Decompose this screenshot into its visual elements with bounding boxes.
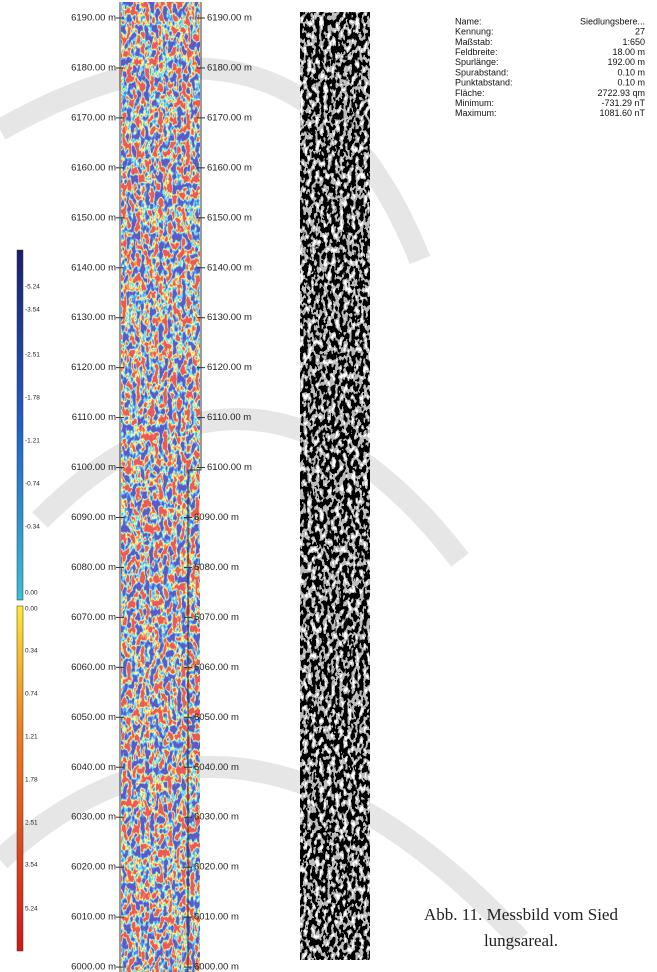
info-label: Fläche:	[455, 88, 485, 98]
scale-label: 0.00	[25, 606, 38, 613]
axis-label: 6080.00 m	[71, 562, 116, 573]
info-label: Spurabstand:	[455, 67, 509, 77]
axis-label: 6090.00 m	[194, 512, 239, 523]
axis-label: 6150.00 m	[71, 212, 116, 223]
axis-label: 6040.00 m	[71, 762, 116, 773]
info-value: 2722.93 qm	[597, 88, 645, 98]
info-value: 27	[635, 27, 645, 37]
axis-label: 6050.00 m	[71, 712, 116, 723]
info-label: Maximum:	[455, 108, 497, 118]
watermark	[0, 57, 529, 948]
info-label: Kennung:	[455, 27, 494, 37]
scale-label: -1.78	[25, 395, 40, 402]
axis-line	[187, 2, 202, 972]
axis-label: 6000.00 m	[71, 962, 116, 972]
info-value: 0.10 m	[617, 67, 645, 77]
axis-label: 6030.00 m	[71, 812, 116, 823]
caption: Abb. 11. Messbild vom Sied	[424, 905, 618, 924]
scale-label: -2.51	[25, 352, 40, 359]
axis-label: 6130.00 m	[207, 312, 252, 323]
axis-label: 6100.00 m	[207, 462, 252, 473]
info-value: 192.00 m	[607, 57, 645, 67]
scale-label: 5.24	[25, 906, 38, 913]
axis-label: 6120.00 m	[207, 362, 252, 373]
magnetogram	[121, 2, 200, 972]
info-value: 18.00 m	[612, 47, 645, 57]
axis-label: 6040.00 m	[194, 762, 239, 773]
scale-label: 0.00	[25, 590, 38, 597]
scale-label: 1.78	[25, 777, 38, 784]
axis-label: 6080.00 m	[194, 562, 239, 573]
axis-label: 6140.00 m	[207, 262, 252, 273]
axis-label: 6130.00 m	[71, 312, 116, 323]
axis-label: 6110.00 m	[72, 412, 116, 423]
scale-label: 0.34	[25, 648, 38, 655]
axis-label: 6070.00 m	[194, 612, 239, 623]
axis-label: 6190.00 m	[71, 13, 116, 24]
caption: lungsareal.	[484, 931, 558, 950]
axis-label: 6030.00 m	[194, 812, 239, 823]
scale-label: 2.51	[25, 820, 38, 827]
info-label: Maßstab:	[455, 37, 493, 47]
info-value: 0.10 m	[617, 78, 645, 88]
scale-label: -1.21	[25, 438, 40, 445]
axis-label: 6160.00 m	[71, 162, 116, 173]
axis-label: 6070.00 m	[71, 612, 116, 623]
axis-label: 6000.00 m	[194, 962, 239, 972]
scale-label: 1.21	[25, 734, 38, 741]
axis-label: 6150.00 m	[207, 212, 252, 223]
color-bar-positive	[16, 605, 24, 952]
info-label: Feldbreite:	[455, 47, 498, 57]
scale-label: 3.54	[25, 862, 38, 869]
scale-label: 0.74	[25, 691, 38, 698]
axis-label: 6170.00 m	[207, 112, 252, 123]
grayscale-image	[300, 12, 370, 960]
axis-label: 6190.00 m	[207, 13, 252, 24]
axis-label: 6170.00 m	[71, 112, 116, 123]
axis-label: 6090.00 m	[71, 512, 116, 523]
color-bar-negative	[16, 249, 24, 601]
axis-label: 6110.00 m	[207, 412, 251, 423]
info-label: Spurlänge:	[455, 57, 499, 67]
scale-label: -5.24	[25, 284, 40, 291]
scale-label: -0.34	[25, 524, 40, 531]
axis-label: 6020.00 m	[194, 862, 239, 873]
info-label: Name:	[455, 16, 482, 26]
axis-label: 6100.00 m	[71, 462, 116, 473]
info-value: 1081.60 nT	[599, 108, 645, 118]
info-value: -731.29 nT	[601, 98, 645, 108]
info-label: Punktabstand:	[455, 78, 513, 88]
scale-label: -3.54	[25, 307, 40, 314]
axis-label: 6180.00 m	[207, 62, 252, 73]
info-value: 1:650	[622, 37, 645, 47]
axis-label: 6060.00 m	[71, 662, 116, 673]
axis-label: 6010.00 m	[194, 912, 239, 923]
info-value: Siedlungsbere...	[580, 16, 645, 26]
axis-label: 6010.00 m	[71, 912, 116, 923]
axis-label: 6160.00 m	[207, 162, 252, 173]
axis-label: 6140.00 m	[71, 262, 116, 273]
info-label: Minimum:	[455, 98, 494, 108]
scale-label: -0.74	[25, 481, 40, 488]
axis-label: 6020.00 m	[71, 862, 116, 873]
axis-label: 6050.00 m	[194, 712, 239, 723]
axis-label: 6060.00 m	[194, 662, 239, 673]
axis-label: 6120.00 m	[71, 362, 116, 373]
axis-label: 6180.00 m	[71, 62, 116, 73]
